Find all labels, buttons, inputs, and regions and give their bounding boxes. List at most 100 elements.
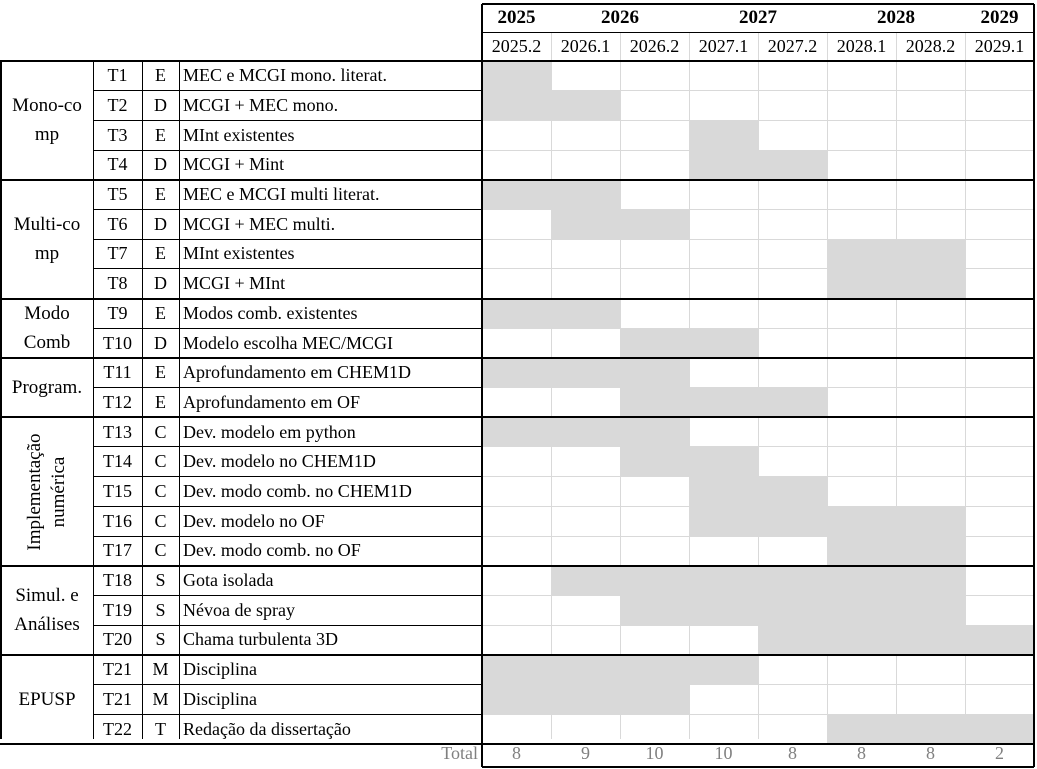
period-header: 2026.1	[560, 35, 611, 56]
timeline-fill	[689, 150, 758, 180]
task-type: C	[154, 540, 167, 561]
period-header: 2028.1	[836, 35, 887, 56]
task-description: Dev. modelo no CHEM1D	[183, 451, 376, 472]
grid-line-horizontal	[93, 387, 482, 389]
grid-line-horizontal	[93, 505, 482, 507]
task-type: C	[154, 510, 167, 531]
timeline-fill	[827, 239, 896, 269]
task-description: MCGI + MEC mono.	[183, 95, 339, 116]
year-header: 2029	[980, 7, 1019, 28]
total-value: 8	[926, 742, 935, 763]
task-type: D	[154, 95, 167, 116]
grid-line-vertical	[481, 4, 483, 767]
grid-line-vertical	[1033, 4, 1035, 767]
grid-line-vertical	[826, 33, 828, 739]
task-id: T7	[107, 243, 128, 264]
task-description: Aprofundamento em OF	[183, 391, 360, 412]
task-type: E	[155, 391, 166, 412]
timeline-fill	[896, 268, 965, 299]
grid-line-horizontal	[0, 297, 1034, 300]
grid-line-vertical	[964, 33, 966, 739]
timeline-fill	[827, 506, 896, 537]
grid-line-horizontal	[0, 564, 1034, 567]
task-type: E	[155, 362, 166, 383]
period-header: 2028.2	[905, 35, 956, 56]
task-description: Dev. modo comb. no CHEM1D	[183, 481, 412, 501]
task-description: MEC e MCGI multi literat.	[183, 184, 380, 205]
grid-line-horizontal	[93, 713, 482, 715]
task-type: E	[155, 302, 166, 323]
task-id: T18	[103, 570, 132, 591]
task-type: D	[154, 154, 167, 175]
timeline-fill	[551, 565, 620, 596]
task-type: E	[155, 124, 166, 145]
task-id: T13	[103, 421, 132, 442]
task-type: C	[154, 481, 167, 501]
timeline-fill	[827, 625, 896, 655]
timeline-fill	[689, 654, 758, 685]
grid-line-vertical	[141, 61, 143, 739]
year-header: 2028	[877, 7, 915, 28]
total-label: Total	[441, 742, 478, 763]
total-value: 8	[857, 742, 866, 763]
period-header: 2025.2	[491, 35, 542, 56]
total-value: 8	[512, 742, 521, 763]
grid-line-vertical	[92, 61, 94, 739]
group-label: Modo Comb	[23, 303, 71, 354]
timeline-fill	[482, 417, 551, 447]
timeline-fill	[689, 120, 758, 151]
year-header: 2025	[497, 7, 536, 28]
task-type: M	[152, 659, 169, 680]
timeline-fill	[896, 595, 965, 626]
task-description: Gota isolada	[183, 570, 274, 591]
timeline-fill	[965, 625, 1034, 655]
year-header: 2027	[739, 7, 777, 28]
group-label: Multi-co mp	[13, 214, 81, 265]
timeline-fill	[689, 446, 758, 477]
task-id: T3	[107, 124, 128, 145]
grid-line-horizontal	[93, 268, 482, 270]
task-type: T	[155, 718, 166, 739]
timeline-fill	[551, 654, 620, 685]
group-label: Simul. e Análises	[14, 585, 80, 636]
task-type: D	[154, 273, 167, 294]
task-type: M	[152, 688, 169, 709]
grid-line-vertical	[0, 61, 2, 739]
timeline-fill	[620, 565, 689, 596]
timeline-fill	[965, 714, 1034, 744]
grid-line-horizontal	[93, 149, 482, 151]
task-type: S	[155, 599, 166, 620]
timeline-fill	[896, 239, 965, 269]
task-description: Dev. modelo no OF	[183, 510, 325, 531]
timeline-fill	[827, 714, 896, 744]
task-description: MCGI + MEC multi.	[183, 213, 336, 234]
task-description: Névoa de spray	[183, 599, 295, 620]
task-id: T11	[103, 362, 132, 383]
timeline-fill	[896, 625, 965, 655]
task-id: T21	[103, 688, 132, 709]
grid-line-vertical	[550, 33, 552, 739]
task-type: D	[154, 332, 167, 353]
grid-line-horizontal	[0, 356, 1034, 359]
timeline-fill	[689, 476, 758, 507]
grid-line-horizontal	[482, 766, 1034, 768]
grid-line-horizontal	[93, 594, 482, 596]
grid-line-vertical	[757, 33, 759, 739]
grid-line-horizontal	[0, 653, 1034, 656]
grid-line-horizontal	[482, 3, 1034, 5]
task-type: E	[155, 184, 166, 205]
task-id: T12	[103, 391, 132, 412]
grid-line-horizontal	[482, 31, 1034, 33]
timeline-fill	[620, 209, 689, 240]
grid-line-horizontal	[93, 208, 482, 210]
grid-line-horizontal	[0, 742, 1034, 745]
task-description: MEC e MCGI mono. literat.	[183, 65, 387, 86]
timeline-fill	[482, 684, 551, 715]
task-id: T16	[103, 510, 132, 531]
total-value: 2	[995, 742, 1004, 763]
task-id: T9	[107, 302, 128, 323]
grid-line-horizontal	[93, 535, 482, 537]
total-value: 8	[788, 742, 797, 763]
period-header: 2026.2	[629, 35, 680, 56]
timeline-fill	[482, 357, 551, 388]
